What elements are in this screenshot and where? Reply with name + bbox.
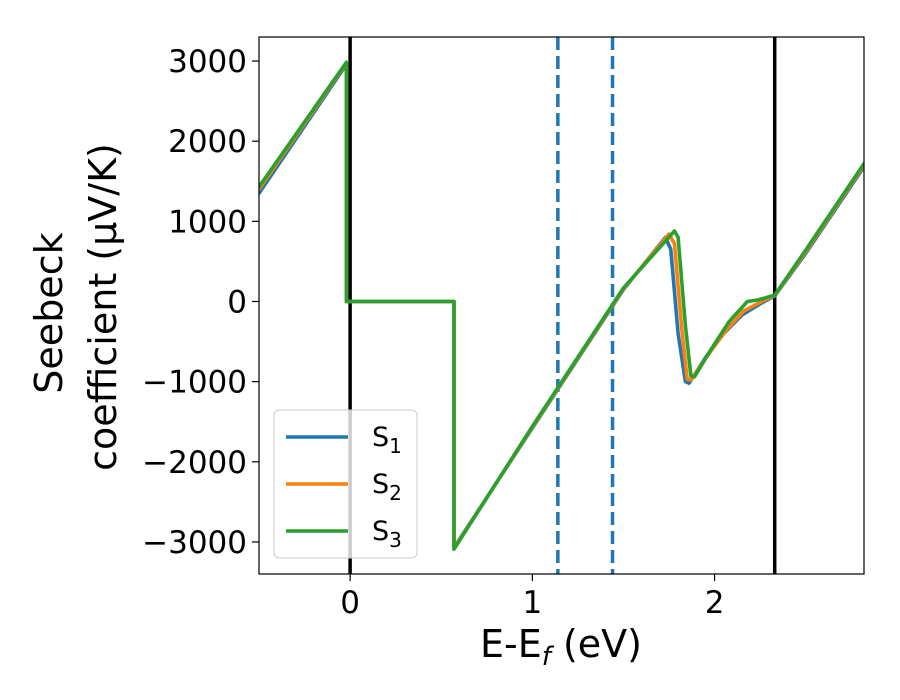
legend-label-1: S1 <box>372 422 402 458</box>
y-tick-label: 0 <box>227 284 247 320</box>
x-tick-label: 2 <box>705 585 725 621</box>
series-line-3 <box>259 60 864 551</box>
y-axis-title: Seebeck coefficient (μV/K) <box>27 143 125 471</box>
y-tick-label: 1000 <box>168 204 247 240</box>
y-axis-ticks: 3000 2000 1000 0 −1000 −2000 −3000 <box>142 44 259 561</box>
y-tick-label: −1000 <box>142 365 247 401</box>
series-lines <box>259 60 864 551</box>
y-tick-label: 2000 <box>168 124 247 160</box>
x-tick-label: 1 <box>522 585 542 621</box>
legend-entries: S1 S2 S3 <box>286 422 402 552</box>
x-tick-label: 0 <box>340 585 360 621</box>
x-axis-ticks: 0 1 2 <box>340 574 724 621</box>
y-tick-label: −2000 <box>142 445 247 481</box>
legend: S1 S2 S3 <box>273 409 418 559</box>
y-axis-title-line2: coefficient (μV/K) <box>81 143 125 471</box>
y-tick-label: 3000 <box>168 44 247 80</box>
legend-label-3: S3 <box>372 516 402 552</box>
y-axis-title-line1: Seebeck <box>27 232 71 393</box>
x-axis-title: E-Ef (eV) <box>480 622 642 672</box>
plot-frame <box>258 36 865 575</box>
legend-label-2: S2 <box>372 469 402 505</box>
y-tick-label: −3000 <box>142 525 247 561</box>
